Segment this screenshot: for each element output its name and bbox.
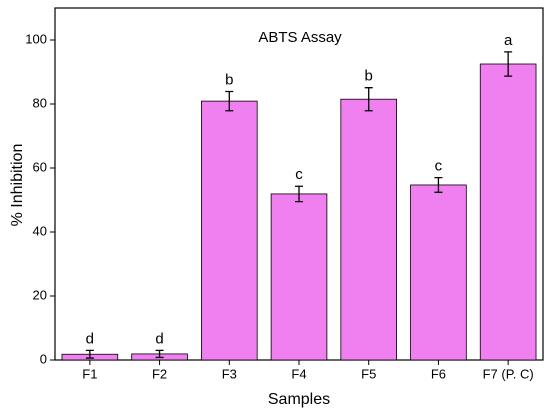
bar [479,63,537,361]
x-axis-title: Samples [268,391,330,408]
y-tick-label: 100 [25,31,47,46]
y-tick-label: 40 [33,223,47,238]
annotation: b [365,68,373,85]
x-tick-label: F1 [82,366,97,381]
error-bar [364,87,373,112]
bar [410,184,467,361]
x-tick-label: F5 [361,366,376,381]
y-tick-label: 60 [33,159,47,174]
error-bar [434,176,443,193]
bar [270,193,328,361]
annotation: d [155,330,163,347]
x-tick-label: F6 [431,366,446,381]
y-tick-label: 80 [33,95,47,110]
error-bar [504,51,513,77]
y-tick-label: 0 [40,351,47,366]
error-bar [85,349,94,359]
annotation: c [435,158,443,175]
x-tick-label: F3 [222,366,237,381]
x-tick-label: F4 [291,366,306,381]
bar [340,98,398,361]
annotation: a [504,32,513,49]
annotation: c [295,166,303,183]
x-tick-label: F2 [152,366,167,381]
error-bar [155,349,164,359]
y-axis-title: % Inhibition [9,144,26,227]
annotation: d [86,330,94,347]
bar [200,100,258,361]
error-bar [295,185,303,203]
error-bar [225,90,234,112]
y-tick-label: 20 [33,287,47,302]
annotation: b [225,71,233,88]
x-tick-label: F7 (P. C) [483,366,534,381]
chart-title: ABTS Assay [258,29,342,46]
